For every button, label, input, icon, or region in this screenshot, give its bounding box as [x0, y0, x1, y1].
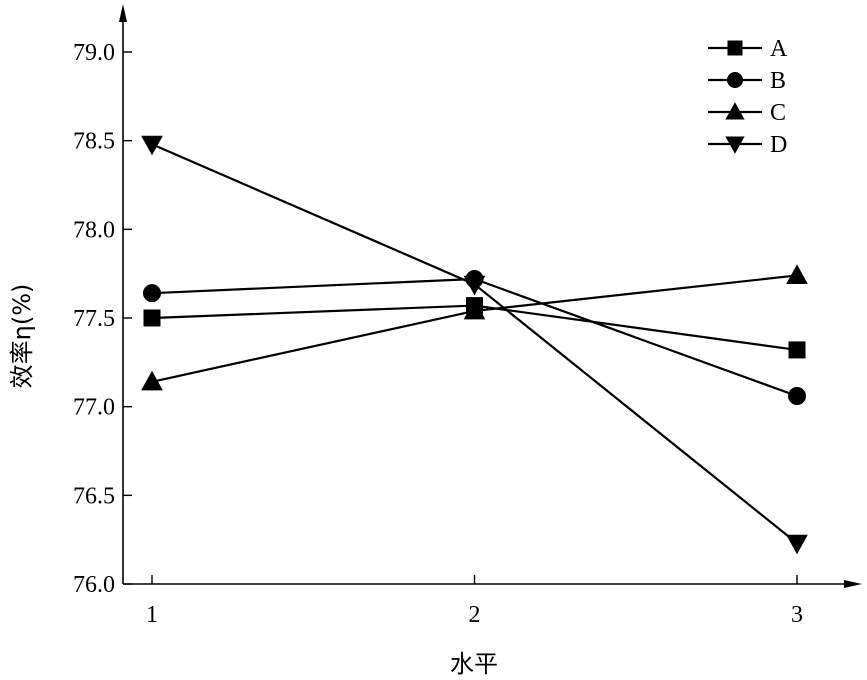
- point-B-3: [788, 387, 806, 406]
- y-tick-label: 78.0: [73, 217, 115, 243]
- x-tick-label: 1: [146, 602, 158, 628]
- legend-label-B: B: [770, 68, 786, 94]
- x-tick-label: 3: [791, 602, 803, 628]
- series-line-D: [151, 143, 798, 545]
- legend-label-A: A: [770, 36, 788, 62]
- x-tick-label: 2: [469, 602, 481, 628]
- legend-marker-D: [725, 136, 745, 154]
- point-C-2: [463, 299, 486, 320]
- y-axis-title: 效率η(%): [8, 284, 36, 389]
- x-ticks: 1 2 3: [146, 575, 803, 628]
- point-D-2: [463, 275, 486, 296]
- point-C-1: [141, 370, 163, 391]
- point-D-1: [141, 135, 163, 156]
- y-tick-label: 77.0: [73, 395, 115, 421]
- x-axis-arrow: [844, 580, 862, 588]
- point-A-3: [788, 341, 806, 359]
- axes: [119, 4, 862, 588]
- legend-label-C: C: [770, 100, 786, 126]
- x-axis-title: 水平: [450, 650, 498, 678]
- y-tick-label: 76.0: [73, 572, 115, 598]
- legend-marker-B: [727, 72, 743, 88]
- legend-marker-A: [727, 40, 743, 56]
- y-tick-label: 78.5: [73, 129, 115, 155]
- legend-marker-C: [725, 102, 745, 120]
- series-D: [141, 135, 808, 555]
- series-C: [141, 264, 808, 391]
- y-ticks: 76.0 76.5 77.0 77.5 78.0 78.5 79.0: [73, 40, 132, 598]
- point-A-1: [143, 309, 161, 327]
- legend-label-D: D: [770, 132, 787, 158]
- legend-item-D: D: [708, 132, 787, 158]
- y-axis-arrow: [119, 4, 127, 22]
- legend-item-B: B: [708, 68, 786, 94]
- legend-item-C: C: [708, 100, 786, 126]
- series-group: [141, 135, 808, 555]
- y-tick-label: 76.5: [73, 483, 115, 509]
- point-D-3: [786, 534, 808, 555]
- y-tick-label: 77.5: [73, 306, 115, 332]
- y-tick-label: 79.0: [73, 40, 115, 66]
- point-B-1: [143, 284, 161, 303]
- legend-item-A: A: [708, 36, 788, 62]
- point-C-3: [786, 264, 808, 284]
